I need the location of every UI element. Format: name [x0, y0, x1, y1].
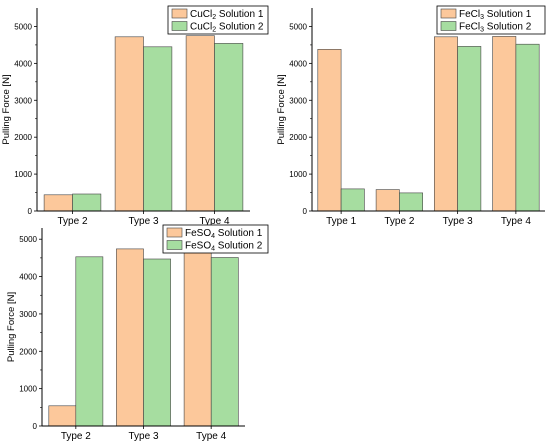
bar-type-2-solution-1	[48, 405, 77, 427]
bar-type-1-solution-2	[340, 188, 365, 212]
y-tick-label: 3000	[19, 310, 37, 319]
chart-1: 0 1000 2000 3000 4000 5000 Type 2 Type 3 Type 4 P…	[1, 5, 269, 227]
chart-3: 0 1000 2000 3000 4000 5000 Type 2 Type 3 Type 4 P…	[6, 224, 269, 442]
x-tick-label: Type 3	[443, 216, 473, 227]
bar-type-3-solution-1	[114, 36, 144, 212]
x-tick-label: Type 2	[384, 216, 414, 227]
y-tick-label: 0	[303, 207, 308, 216]
y-tick-label: 0	[33, 422, 38, 431]
legend-entry-label: FeSO4 Solution 1	[185, 228, 263, 240]
x-tick-label: Type 4	[196, 431, 226, 442]
y-tick-label: 3000	[289, 96, 307, 105]
bar-type-4-solution-1	[185, 35, 215, 212]
bar-type-4-solution-2	[515, 43, 540, 212]
legend-swatch	[166, 227, 183, 238]
y-tick-label: 5000	[14, 22, 32, 31]
bar-type-3-solution-1	[433, 36, 458, 212]
x-tick-label: Type 2	[57, 216, 87, 227]
bar-type-2-solution-2	[399, 192, 423, 212]
y-tick-label: 4000	[14, 59, 32, 68]
y-tick-label: 4000	[289, 59, 307, 68]
y-tick-label: 5000	[289, 22, 307, 31]
x-tick-label: Type 1	[326, 216, 356, 227]
y-tick-label: 2000	[14, 133, 32, 142]
y-tick-label: 0	[28, 207, 33, 216]
legend-entry-label: CuCl2 Solution 1	[190, 9, 264, 21]
y-tick-label: 1000	[19, 385, 37, 394]
bar-type-1-solution-1	[317, 48, 342, 212]
x-tick-label: Type 3	[128, 431, 158, 442]
legend-swatch	[166, 240, 183, 250]
x-tick-label: Type 2	[61, 431, 91, 442]
legend-swatch	[440, 21, 457, 31]
legend-entry-label: FeSO4 Solution 2	[185, 241, 263, 253]
bar-type-3-solution-2	[143, 46, 173, 212]
bar-type-2-solution-1	[43, 194, 73, 212]
y-axis-label: Pulling Force [N]	[1, 74, 12, 144]
y-axis-label: Pulling Force [N]	[6, 292, 17, 362]
x-tick-label: Type 4	[501, 216, 531, 227]
bar-type-4-solution-2	[214, 43, 244, 212]
bar-type-3-solution-1	[116, 248, 144, 427]
bar-type-4-solution-1	[183, 249, 212, 427]
y-tick-label: 2000	[19, 347, 37, 356]
bar-type-2-solution-1	[375, 189, 400, 212]
chart-2: 0 1000 2000 3000 4000 5000 Type 1 Type 2 Type 3 T…	[276, 5, 546, 227]
x-tick-label: Type 4	[199, 216, 229, 227]
y-tick-label: 4000	[19, 273, 37, 282]
y-tick-label: 1000	[289, 170, 307, 179]
bar-type-4-solution-2	[210, 257, 239, 427]
bar-type-2-solution-2	[72, 193, 102, 212]
x-tick-label: Type 3	[128, 216, 158, 227]
y-tick-label: 2000	[289, 133, 307, 142]
bar-type-4-solution-1	[492, 36, 517, 212]
legend-entry-label: FeCl3 Solution 2	[459, 22, 532, 34]
bar-type-3-solution-2	[457, 46, 482, 212]
legend-entry-label: FeCl3 Solution 1	[459, 9, 532, 21]
bar-type-3-solution-2	[143, 258, 171, 427]
y-tick-label: 3000	[14, 96, 32, 105]
y-tick-label: 1000	[14, 170, 32, 179]
legend-swatch	[171, 21, 188, 31]
y-axis-label: Pulling Force [N]	[276, 74, 287, 144]
legend-entry-label: CuCl2 Solution 2	[190, 22, 264, 34]
legend-swatch	[440, 8, 457, 19]
y-tick-label: 5000	[19, 235, 37, 244]
bar-type-2-solution-2	[75, 256, 104, 427]
legend-swatch	[171, 8, 188, 19]
